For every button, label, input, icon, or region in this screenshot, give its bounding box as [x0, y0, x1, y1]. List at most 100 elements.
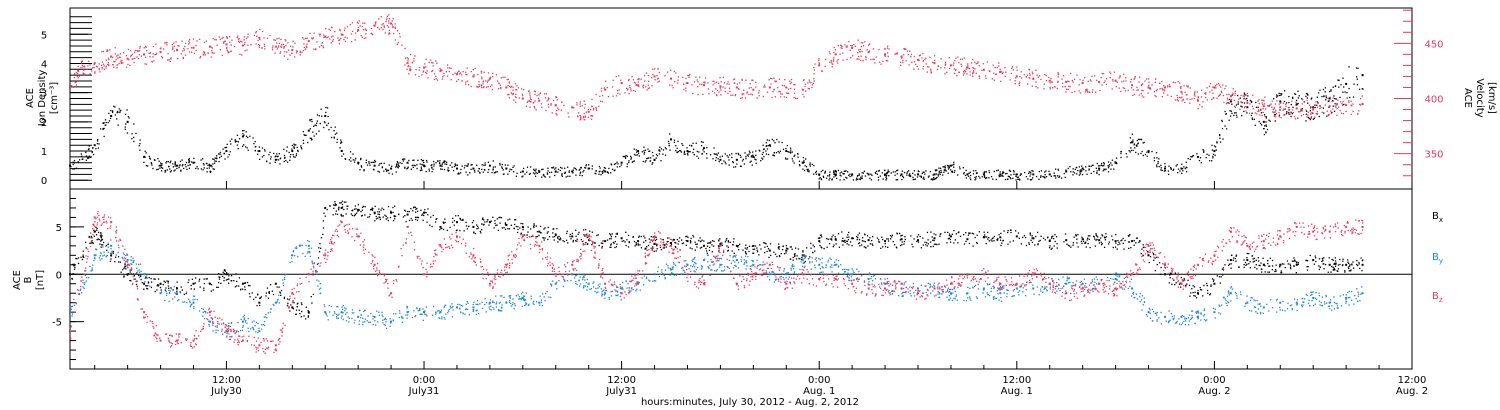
- scatter-dot: [1332, 86, 1334, 88]
- scatter-dot: [678, 149, 681, 152]
- scatter-dot: [1086, 237, 1089, 239]
- scatter-dot: [601, 100, 604, 103]
- scatter-dot: [949, 67, 951, 70]
- scatter-dot: [167, 282, 169, 284]
- scatter-dot: [909, 174, 912, 177]
- scatter-dot: [722, 251, 725, 253]
- scatter-dot: [908, 64, 910, 66]
- scatter-dot: [143, 161, 145, 164]
- scatter-dot: [1316, 113, 1318, 115]
- scatter-dot: [441, 165, 443, 167]
- scatter-dot: [578, 231, 580, 234]
- scatter-dot: [276, 42, 278, 44]
- scatter-dot: [1215, 149, 1217, 151]
- scatter-dot: [421, 169, 423, 171]
- scatter-dot: [1288, 109, 1290, 112]
- scatter-dot: [1115, 157, 1118, 159]
- scatter-dot: [146, 287, 148, 290]
- scatter-dot: [1081, 173, 1084, 176]
- scatter-dot: [512, 92, 515, 95]
- scatter-dot: [180, 53, 182, 55]
- scatter-dot: [322, 46, 325, 49]
- scatter-dot: [1240, 105, 1242, 107]
- scatter-dot: [276, 38, 278, 40]
- scatter-dot: [1159, 88, 1161, 90]
- scatter-dot: [954, 170, 956, 172]
- scatter-dot: [825, 177, 828, 179]
- scatter-dot: [968, 67, 971, 70]
- scatter-dot: [295, 50, 298, 52]
- scatter-dot: [1341, 104, 1344, 107]
- scatter-dot: [716, 89, 719, 92]
- scatter-dot: [1281, 263, 1283, 265]
- scatter-dot: [1113, 71, 1116, 73]
- scatter-dot: [768, 139, 770, 142]
- scatter-dot: [1252, 258, 1254, 260]
- scatter-dot: [711, 240, 714, 242]
- scatter-dot: [212, 163, 214, 165]
- data-point: [505, 167, 508, 170]
- scatter-dot: [549, 176, 551, 178]
- scatter-dot: [1320, 106, 1322, 109]
- scatter-dot: [1081, 170, 1083, 172]
- scatter-dot: [769, 145, 772, 147]
- scatter-dot: [401, 158, 404, 161]
- scatter-dot: [359, 25, 361, 27]
- scatter-dot: [1307, 265, 1309, 268]
- scatter-dot: [234, 140, 237, 142]
- scatter-dot: [760, 160, 762, 162]
- scatter-dot: [1087, 235, 1090, 237]
- scatter-dot: [880, 63, 882, 65]
- scatter-dot: [244, 42, 246, 44]
- scatter-dot: [672, 87, 674, 89]
- scatter-dot: [114, 114, 117, 116]
- scatter-dot: [1131, 133, 1134, 135]
- scatter-dot: [864, 175, 867, 177]
- scatter-dot: [292, 300, 294, 302]
- scatter-dot: [889, 235, 892, 237]
- scatter-dot: [344, 40, 347, 43]
- scatter-dot: [301, 148, 303, 150]
- scatter-dot: [857, 234, 859, 236]
- scatter-dot: [404, 215, 406, 217]
- scatter-dot: [446, 75, 449, 77]
- scatter-dot: [1053, 172, 1055, 174]
- scatter-dot: [289, 156, 291, 158]
- scatter-dot: [789, 151, 792, 153]
- scatter-dot: [99, 71, 101, 73]
- scatter-dot: [537, 97, 540, 99]
- scatter-dot: [1326, 110, 1328, 112]
- scatter-dot: [83, 256, 85, 259]
- scatter-dot: [1179, 82, 1181, 84]
- scatter-dot: [385, 218, 388, 220]
- scatter-dot: [791, 151, 793, 153]
- scatter-dot: [585, 242, 587, 244]
- scatter-dot: [788, 151, 790, 153]
- scatter-dot: [299, 312, 301, 315]
- scatter-dot: [238, 41, 241, 44]
- scatter-dot: [813, 164, 815, 167]
- scatter-dot: [228, 51, 230, 53]
- scatter-dot: [793, 162, 795, 164]
- scatter-dot: [1328, 100, 1330, 102]
- scatter-dot: [772, 154, 774, 156]
- scatter-dot: [884, 54, 886, 56]
- scatter-dot: [965, 169, 967, 172]
- scatter-dot: [1124, 90, 1127, 92]
- scatter-dot: [949, 238, 952, 241]
- scatter-dot: [216, 157, 218, 159]
- scatter-dot: [1016, 176, 1018, 178]
- scatter-dot: [388, 164, 390, 166]
- scatter-dot: [909, 173, 911, 175]
- scatter-dot: [1070, 246, 1072, 248]
- scatter-dot: [1305, 110, 1308, 112]
- scatter-dot: [1043, 83, 1045, 85]
- scatter-dot: [130, 55, 132, 57]
- scatter-dot: [1044, 73, 1046, 76]
- scatter-dot: [464, 164, 466, 167]
- scatter-dot: [1193, 92, 1196, 94]
- scatter-dot: [329, 29, 331, 32]
- scatter-dot: [462, 219, 464, 221]
- scatter-dot: [501, 166, 503, 168]
- scatter-dot: [961, 65, 963, 67]
